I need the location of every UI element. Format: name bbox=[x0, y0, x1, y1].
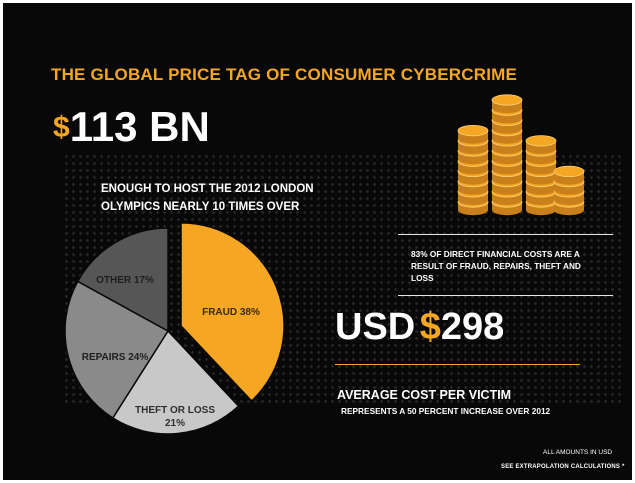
fact-top-divider bbox=[398, 234, 613, 235]
footnote-amounts: ALL AMOUNTS IN USD bbox=[543, 449, 613, 456]
olympics-comparison-text: ENOUGH TO HOST THE 2012 LONDON OLYMPICS … bbox=[101, 183, 314, 213]
coin-stack-0 bbox=[457, 125, 489, 216]
per-victim-currency-symbol: $ bbox=[419, 306, 441, 348]
pie-slice-label-0: FRAUD 38% bbox=[202, 307, 260, 318]
infographic-slide: THE GLOBAL PRICE TAG OF CONSUMER CYBERCR… bbox=[3, 3, 632, 480]
cost-breakdown-pie-chart: FRAUD 38% THEFT OR LOSS 21% REPAIRS 24% OTHE… bbox=[64, 222, 285, 435]
pie-slice-label-2: REPAIRS 24% bbox=[82, 352, 149, 363]
pie-slice-1 bbox=[111, 329, 240, 435]
per-victim-prefix: USD bbox=[335, 306, 416, 348]
fact-bottom-divider bbox=[398, 295, 613, 296]
total-currency-symbol: $ bbox=[53, 111, 70, 144]
footnote-extrapolation: SEE EXTRAPOLATION CALCULATIONS * bbox=[501, 464, 625, 470]
increase-text: REPRESENTS A 50 PERCENT INCREASE OVER 20… bbox=[341, 406, 551, 416]
per-victim-value: 298 bbox=[440, 306, 505, 348]
pie-slice-0 bbox=[180, 222, 285, 402]
coin-stack-1 bbox=[491, 94, 523, 216]
infographic-title: THE GLOBAL PRICE TAG OF CONSUMER CYBERCR… bbox=[51, 65, 518, 84]
pie-slice-2 bbox=[64, 280, 170, 420]
total-value: 113 BN bbox=[69, 103, 210, 150]
per-victim-figure: USD $298 bbox=[335, 306, 504, 349]
per-victim-underline bbox=[335, 364, 580, 365]
average-cost-label: AVERAGE COST PER VICTIM bbox=[337, 388, 512, 402]
total-cost-figure: $113 BN bbox=[53, 103, 210, 151]
coin-stack-2 bbox=[525, 135, 557, 216]
coin-stacks-icon bbox=[457, 94, 585, 216]
coin-stack-3 bbox=[553, 165, 585, 216]
pie-slice-label-1: 21% bbox=[165, 418, 185, 429]
pie-slice-label-3: OTHER 17% bbox=[96, 275, 154, 286]
pie-slice-label-1: THEFT OR LOSS bbox=[135, 405, 215, 416]
pie-slice-3 bbox=[76, 227, 169, 333]
direct-costs-text: 83% OF DIRECT FINANCIAL COSTS ARE A RESU… bbox=[411, 249, 581, 283]
